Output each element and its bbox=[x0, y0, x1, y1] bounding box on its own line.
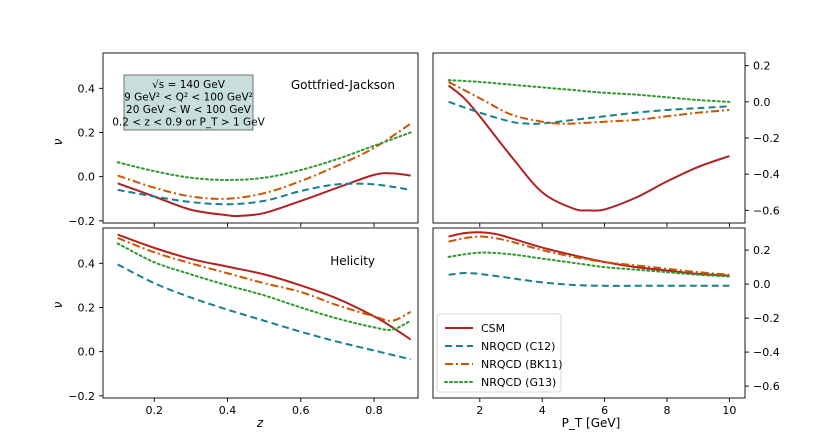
series-line-nrqcd-bk11 bbox=[117, 237, 412, 322]
x-tick-label: 4 bbox=[539, 404, 546, 417]
legend: CSM NRQCD (C12) NRQCD (BK11) NRQCD (G13) bbox=[436, 313, 563, 393]
panel-label: Gottfried-Jackson bbox=[291, 78, 395, 92]
series-group bbox=[116, 233, 412, 361]
y-tick-label: 0.2 bbox=[753, 60, 771, 73]
legend-entries: CSM NRQCD (C12) NRQCD (BK11) NRQCD (G13) bbox=[444, 322, 563, 389]
y-tick-label: 0.0 bbox=[753, 278, 771, 291]
legend-label-csm: CSM bbox=[481, 322, 505, 335]
legend-label-nrqcd-g13: NRQCD (G13) bbox=[481, 376, 556, 389]
panel-gottfried-jackson: −0.2 0.0 0.2 0.4 Gottfried-Jackson √s = 140… bbox=[68, 52, 419, 228]
y-tick-label: 0.0 bbox=[753, 96, 771, 109]
x-tick-label: 0.6 bbox=[292, 404, 310, 417]
panel-label: Helicity bbox=[330, 254, 375, 268]
series-line-nrqcd-c12 bbox=[117, 182, 411, 206]
series-line-csm bbox=[448, 231, 730, 277]
legend-label-nrqcd-bk11: NRQCD (BK11) bbox=[481, 358, 563, 371]
y-tick-label: 0.2 bbox=[78, 301, 96, 314]
y-tick-label: −0.2 bbox=[753, 132, 780, 145]
series-line-csm bbox=[117, 233, 412, 341]
y-axis-label-bottom: ν bbox=[51, 301, 65, 308]
series-line-nrqcd-g13 bbox=[447, 79, 731, 103]
info-line-2: 9 GeV² < Q² < 100 GeV² bbox=[124, 92, 253, 104]
series-group bbox=[447, 231, 731, 287]
series-line-nrqcd-bk11 bbox=[117, 122, 412, 200]
y-tick-label: −0.2 bbox=[753, 312, 780, 325]
panel-frame bbox=[102, 227, 419, 399]
axis-ticks: 2 4 6 8 10 −0.6 −0.4 −0.2 0.0 0.2 bbox=[476, 244, 779, 417]
panel-bottom-right: 2 4 6 8 10 −0.6 −0.4 −0.2 0.0 0.2 P_T [GeV] CSM NR… bbox=[432, 227, 780, 430]
series-line-nrqcd-g13 bbox=[116, 131, 412, 181]
axis-ticks: −0.2 0.0 0.2 0.4 bbox=[68, 82, 375, 228]
series-line-nrqcd-c12 bbox=[448, 100, 730, 125]
axis-ticks: −0.6 −0.4 −0.2 0.0 0.2 bbox=[479, 60, 780, 227]
y-tick-label: −0.2 bbox=[68, 390, 95, 403]
x-tick-label: 0.8 bbox=[365, 404, 383, 417]
x-tick-label: 10 bbox=[722, 404, 736, 417]
series-line-nrqcd-g13 bbox=[116, 242, 412, 331]
y-tick-label: 0.4 bbox=[78, 257, 96, 270]
series-line-csm bbox=[447, 84, 730, 212]
series-group bbox=[116, 122, 412, 218]
x-axis-label: z bbox=[256, 416, 264, 430]
y-tick-label: 0.0 bbox=[78, 346, 96, 359]
x-tick-label: 0.2 bbox=[146, 404, 164, 417]
panel-helicity: 0.2 0.4 0.6 0.8 −0.2 0.0 0.2 0.4 Helicity z bbox=[68, 227, 419, 430]
series-line-nrqcd-g13 bbox=[447, 251, 731, 278]
y-tick-label: 0.0 bbox=[78, 171, 96, 184]
info-box-frame bbox=[123, 74, 254, 131]
series-group bbox=[447, 79, 731, 212]
x-tick-label: 2 bbox=[476, 404, 483, 417]
info-line-4: 0.2 < z < 0.9 or P_T > 1 GeV bbox=[112, 117, 265, 129]
y-tick-label: −0.6 bbox=[753, 204, 780, 217]
y-axis-label-top: ν bbox=[51, 138, 65, 145]
panel-frame bbox=[432, 227, 746, 399]
info-line-3: 20 GeV < W < 100 GeV bbox=[126, 104, 252, 116]
panel-frame bbox=[102, 52, 419, 224]
legend-frame bbox=[436, 313, 562, 393]
x-axis-label: P_T [GeV] bbox=[562, 416, 621, 430]
x-tick-label: 0.4 bbox=[219, 404, 237, 417]
y-tick-label: −0.6 bbox=[753, 380, 780, 393]
panel-top-right: −0.6 −0.4 −0.2 0.0 0.2 bbox=[432, 52, 780, 227]
y-tick-label: −0.4 bbox=[753, 346, 780, 359]
info-box: √s = 140 GeV 9 GeV² < Q² < 100 GeV² 20 G… bbox=[112, 74, 266, 131]
y-tick-label: 0.4 bbox=[78, 82, 96, 95]
x-tick-label: 6 bbox=[601, 404, 608, 417]
y-tick-label: 0.2 bbox=[78, 126, 96, 139]
panel-frame bbox=[432, 52, 746, 224]
y-tick-label: −0.4 bbox=[753, 168, 780, 181]
x-tick-label: 8 bbox=[664, 404, 671, 417]
series-line-nrqcd-bk11 bbox=[448, 235, 730, 276]
series-line-nrqcd-c12 bbox=[117, 263, 411, 361]
info-line-1: √s = 140 GeV bbox=[152, 79, 226, 91]
y-tick-label: −0.2 bbox=[68, 215, 95, 228]
series-line-csm bbox=[117, 172, 411, 218]
axis-ticks: 0.2 0.4 0.6 0.8 −0.2 0.0 0.2 0.4 bbox=[68, 257, 383, 417]
series-line-nrqcd-c12 bbox=[448, 272, 730, 287]
legend-label-nrqcd-c12: NRQCD (C12) bbox=[481, 340, 555, 353]
series-line-nrqcd-bk11 bbox=[448, 81, 730, 125]
y-tick-label: 0.2 bbox=[753, 244, 771, 257]
